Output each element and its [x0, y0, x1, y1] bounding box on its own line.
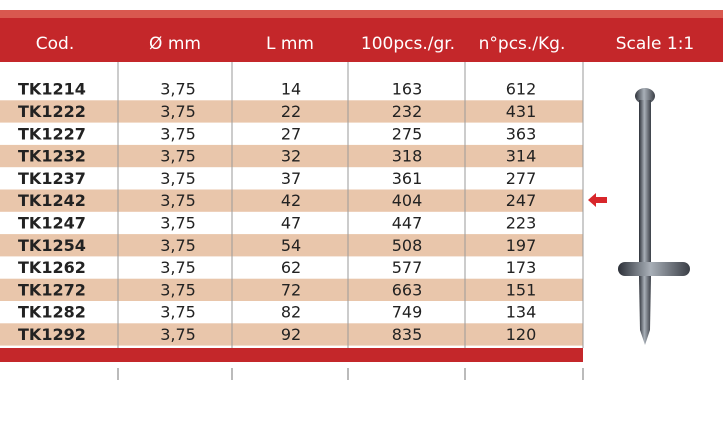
product-code: TK1237	[18, 169, 86, 188]
column-header: Cod.	[36, 34, 74, 54]
cell: 3,75	[160, 325, 196, 344]
cell: 361	[392, 169, 423, 188]
cell: 3,75	[160, 147, 196, 166]
cell: 318	[392, 147, 423, 166]
row-band	[0, 323, 583, 346]
product-code: TK1232	[18, 147, 86, 166]
product-code: TK1282	[18, 303, 86, 322]
cell: 3,75	[160, 80, 196, 99]
product-code: TK1227	[18, 124, 86, 143]
cell: 27	[281, 124, 301, 143]
cell: 223	[506, 213, 537, 232]
cell: 3,75	[160, 280, 196, 299]
product-code: TK1254	[18, 236, 86, 255]
cell: 3,75	[160, 258, 196, 277]
row-band	[0, 100, 583, 123]
cell: 3,75	[160, 169, 196, 188]
cell: 3,75	[160, 213, 196, 232]
cell: 134	[506, 303, 537, 322]
cell: 82	[281, 303, 301, 322]
product-code: TK1292	[18, 325, 86, 344]
nail-washer	[618, 262, 690, 276]
cell: 163	[392, 80, 423, 99]
cell: 663	[392, 280, 423, 299]
row-band	[0, 278, 583, 301]
rows: TK1214 3,75 14 163 612 TK1222 3,75 22 232 431 TK12…	[0, 80, 583, 346]
cell: 577	[392, 258, 423, 277]
cell: 3,75	[160, 124, 196, 143]
cell: 612	[506, 80, 537, 99]
cell: 363	[506, 124, 537, 143]
column-header: 100pcs./gr.	[361, 34, 455, 54]
cell: 232	[392, 102, 423, 121]
cell: 314	[506, 147, 537, 166]
row-pointer-arrow	[588, 193, 607, 207]
cell: 120	[506, 325, 537, 344]
cell: 447	[392, 213, 423, 232]
cell: 247	[506, 191, 537, 210]
cell: 508	[392, 236, 423, 255]
cell: 173	[506, 258, 537, 277]
cell: 47	[281, 213, 301, 232]
row-band	[0, 234, 583, 257]
cell: 3,75	[160, 236, 196, 255]
cell: 42	[281, 191, 301, 210]
product-code: TK1222	[18, 102, 86, 121]
cell: 835	[392, 325, 423, 344]
cell: 54	[281, 236, 301, 255]
column-header: Scale 1:1	[616, 34, 695, 54]
row-band	[0, 189, 583, 212]
cell: 3,75	[160, 102, 196, 121]
cell: 404	[392, 191, 423, 210]
cell: 62	[281, 258, 301, 277]
cell: 37	[281, 169, 301, 188]
column-header: Ø mm	[149, 34, 201, 54]
cell: 32	[281, 147, 301, 166]
column-header: n°pcs./Kg.	[479, 34, 566, 54]
cell: 3,75	[160, 303, 196, 322]
nail-shank	[639, 100, 651, 265]
product-code: TK1262	[18, 258, 86, 277]
cell: 14	[281, 80, 301, 99]
cell: 197	[506, 236, 537, 255]
cell: 151	[506, 280, 537, 299]
cell: 431	[506, 102, 537, 121]
nail-illustration	[618, 88, 690, 345]
product-code: TK1247	[18, 213, 86, 232]
product-code: TK1272	[18, 280, 86, 299]
cell: 749	[392, 303, 423, 322]
footer-bar	[0, 348, 583, 362]
product-code: TK1242	[18, 191, 86, 210]
cell: 277	[506, 169, 537, 188]
cell: 72	[281, 280, 301, 299]
product-code: TK1214	[18, 80, 86, 99]
header-highlight	[0, 10, 723, 18]
column-header: L mm	[266, 34, 314, 54]
cell: 275	[392, 124, 423, 143]
nail-tip	[639, 276, 651, 345]
cell: 22	[281, 102, 301, 121]
row-band	[0, 144, 583, 168]
header-bar	[0, 10, 723, 62]
cell: 3,75	[160, 191, 196, 210]
cell: 92	[281, 325, 301, 344]
